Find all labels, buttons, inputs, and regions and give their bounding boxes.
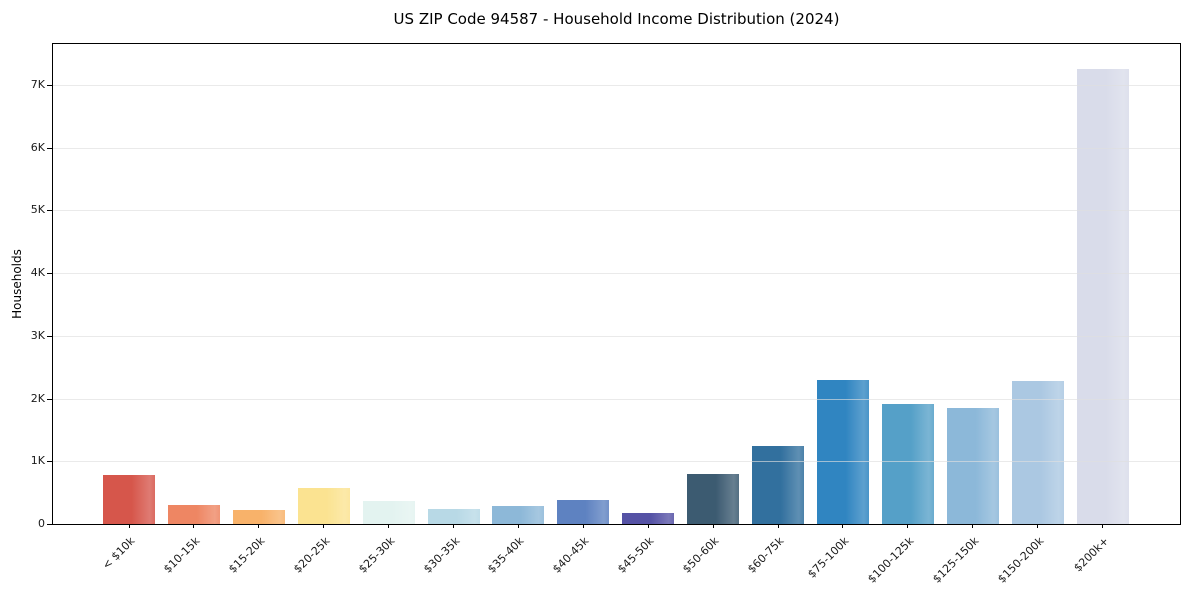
bar <box>492 505 545 524</box>
y-tick-label: 6K <box>30 140 45 154</box>
gridline <box>53 210 1180 212</box>
y-tick-label: 7K <box>30 77 45 91</box>
x-axis-tick <box>128 524 130 528</box>
x-axis-tick <box>907 524 909 528</box>
y-axis-tick <box>47 273 52 274</box>
x-axis-tick <box>517 524 519 528</box>
x-axis-tick <box>453 524 454 528</box>
x-axis-tick <box>193 524 195 528</box>
x-axis-tick <box>712 524 714 528</box>
y-tick-label: 3K <box>30 328 45 342</box>
bar <box>167 505 220 524</box>
y-axis-tick <box>47 398 52 400</box>
x-axis-tick <box>1102 524 1103 528</box>
bar <box>1076 69 1129 524</box>
x-tick-label: $40-45k <box>550 534 592 576</box>
gridline <box>53 147 1180 149</box>
y-tick-label: 1K <box>30 454 45 468</box>
x-tick-label: $25-30k <box>355 534 397 576</box>
x-tick-label: $20-25k <box>290 534 333 576</box>
x-axis-tick <box>647 524 649 528</box>
x-tick-label: < $10k <box>99 534 138 572</box>
y-axis-tick <box>47 524 52 525</box>
bar <box>816 379 869 524</box>
x-tick-label: $10-15k <box>160 534 203 576</box>
y-tick-label: 2K <box>30 391 45 405</box>
bar <box>881 404 934 524</box>
bar <box>427 508 480 524</box>
y-axis-tick <box>47 461 52 463</box>
gridline <box>53 335 1180 337</box>
x-axis-tick <box>777 524 779 528</box>
y-tick-label: 0 <box>38 517 45 530</box>
bar <box>232 510 285 524</box>
bar <box>103 475 155 524</box>
plot-area: < $10k $10-15k $15-20k $20-25k $25-30k $30-35… <box>31 43 1181 586</box>
x-tick-label: $150-200k <box>994 534 1046 586</box>
gridline <box>53 273 1180 274</box>
x-axis-tick <box>323 524 325 528</box>
x-axis-tick <box>842 524 844 528</box>
bar <box>1011 380 1064 524</box>
x-tick-label: $30-35k <box>420 534 462 576</box>
y-tick-label: 5K <box>30 203 45 217</box>
bar <box>752 445 804 524</box>
x-tick-label: $15-20k <box>225 534 268 576</box>
x-axis-tick <box>582 524 584 528</box>
y-axis-label: Households <box>10 249 24 319</box>
gridline <box>53 461 1180 463</box>
x-axis-tick <box>388 524 390 528</box>
bar <box>297 488 350 524</box>
bar <box>946 407 999 524</box>
gridline <box>53 84 1180 86</box>
chart-title: US ZIP Code 94587 - Household Income Dis… <box>393 10 840 28</box>
x-tick-label: $45-50k <box>615 534 657 576</box>
gridline <box>53 398 1180 400</box>
x-tick-label: $60-75k <box>745 534 787 576</box>
x-axis-tick <box>972 524 974 528</box>
bar <box>687 474 740 524</box>
x-axis-tick <box>258 524 260 528</box>
y-tick-label: 4K <box>30 266 45 279</box>
x-tick-label: $35-40k <box>485 534 527 576</box>
x-tick-label: $100-125k <box>865 534 917 586</box>
x-tick-label: $50-60k <box>680 534 722 576</box>
y-axis-tick <box>47 210 52 212</box>
y-axis-tick <box>47 84 52 86</box>
y-axis-tick <box>47 147 52 149</box>
x-axis-tick <box>1037 524 1039 528</box>
x-tick-label: $75-100k <box>805 534 852 581</box>
bar <box>557 500 610 524</box>
x-tick-label: $200k+ <box>1070 534 1111 575</box>
bar <box>622 512 675 524</box>
y-axis-tick <box>47 335 52 337</box>
bar <box>362 500 415 524</box>
x-tick-label: $125-150k <box>929 534 982 586</box>
